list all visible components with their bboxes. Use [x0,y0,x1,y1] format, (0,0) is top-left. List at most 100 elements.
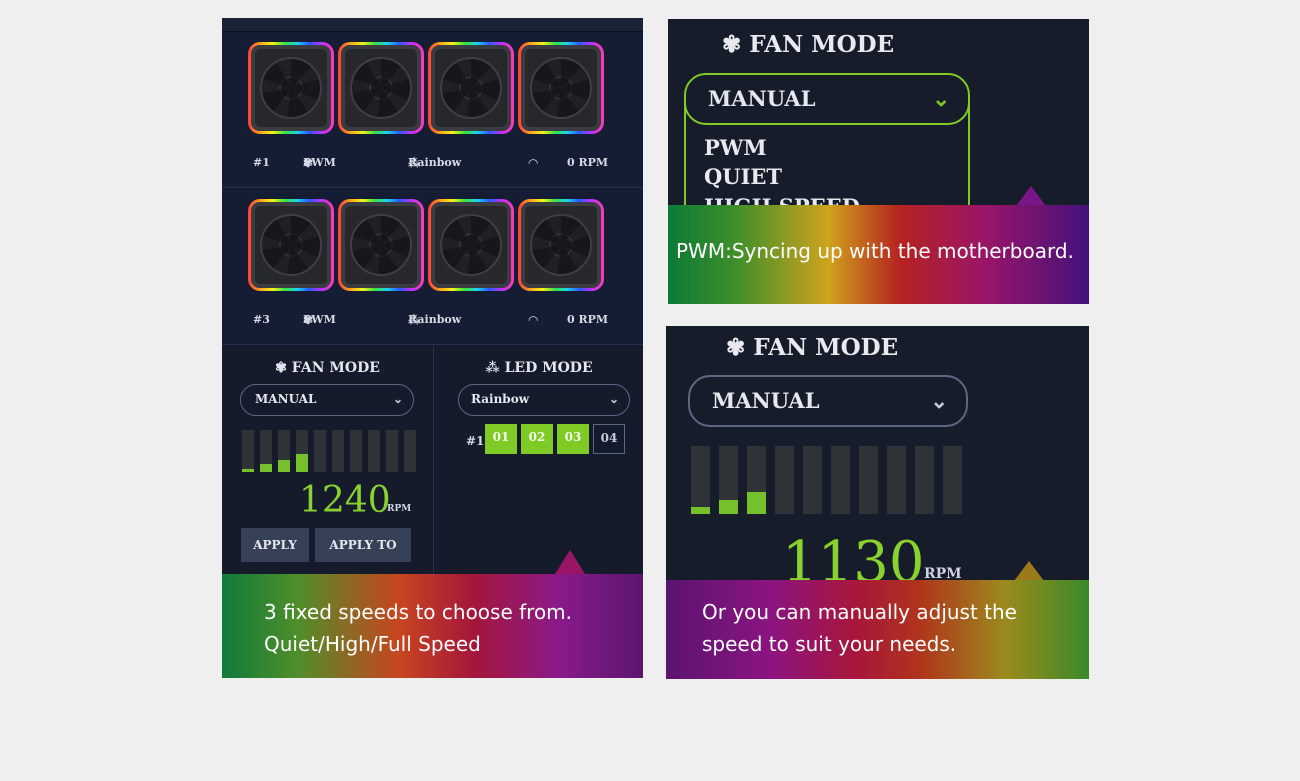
caption-line-2: Quiet/High/Full Speed [264,632,481,656]
speed-bar-fill [278,460,290,472]
speed-bar[interactable] [368,430,380,472]
caption-box: 3 fixed speeds to choose from. Quiet/Hig… [222,574,643,678]
speed-bar-fill [719,500,738,514]
panel-top-strip [222,18,643,32]
caption-line-2: speed to suit your needs. [702,632,957,656]
fan-image [248,42,334,134]
apply-to-all-button[interactable]: APPLY TO ALL [315,528,411,586]
speed-bar[interactable] [859,446,878,514]
fan-mode-title: FAN MODE [291,360,380,376]
speed-bar-slider[interactable] [242,430,416,472]
speed-bar[interactable] [831,446,850,514]
speed-bar-fill [296,454,308,472]
fan-rpm-value: 0 RPM [567,156,609,169]
chevron-down-icon: ⌄ [392,392,403,406]
led-chip-01[interactable]: 01 [485,424,517,454]
fan-mode-selected: MANUAL [708,86,816,111]
apply-button[interactable]: APPLY [241,528,309,562]
fan-control-panel: #1 ✾ PWM ⁂ Rainbow ◠ 0 RPM #3 ✾ PWM ⁂ Rainbo… [222,18,643,678]
speed-bar[interactable] [803,446,822,514]
fan-mode-value: PWM [303,313,336,326]
speed-bar-slider[interactable] [691,446,962,514]
caption-text: PWM:Syncing up with the motherboard. [676,239,1074,263]
rpm-unit: RPM [387,504,412,514]
fan-image [518,199,604,291]
fan-mode-section: ✾ FAN MODE MANUAL ⌄ 1240 RPM APPLY APPLY… [222,346,434,586]
gauge-icon: ◠ [528,156,539,170]
speed-bar-fill [747,492,766,514]
speed-bar[interactable] [719,446,738,514]
led-mode-title: LED MODE [504,360,593,376]
fan-group-1: #1 ✾ PWM ⁂ Rainbow ◠ 0 RPM [222,32,643,188]
speed-bar[interactable] [404,430,416,472]
rpm-readout: 1240 [299,480,391,521]
led-icon: ⁂ [408,313,421,327]
fan-rpm-value: 0 RPM [567,313,609,326]
rpm-unit: RPM [924,566,962,582]
fan-image [338,199,424,291]
fan-image [428,42,514,134]
caption-box: PWM:Syncing up with the motherboard. [668,205,1089,304]
speed-bar[interactable] [278,430,290,472]
fan-mode-selected: MANUAL [712,388,820,413]
caption-line-1: 3 fixed speeds to choose from. [264,600,573,624]
led-icon: ⁂ [408,156,421,170]
fan-mode-dropdown-panel: ✾ FAN MODE MANUAL ⌄ PWM QUIET HIGH SPEED… [668,19,1089,304]
fan-mode-select[interactable]: MANUAL ⌄ [688,375,968,427]
speed-bar[interactable] [691,446,710,514]
fan-icon: ✾ [722,31,750,58]
speed-bar-fill [691,507,710,514]
fan-icon: ✾ [303,156,314,170]
fan-image [338,42,424,134]
fan-icon: ✾ [275,360,292,376]
fan-image [428,199,514,291]
led-mode-selected: Rainbow [471,392,530,406]
led-chip-04[interactable]: 04 [593,424,625,454]
speed-bar[interactable] [350,430,362,472]
fan-icon: ✾ [726,334,754,361]
fan-group-info: #1 ✾ PWM ⁂ Rainbow ◠ 0 RPM [222,156,643,176]
speed-bar[interactable] [242,430,254,472]
speed-bar[interactable] [314,430,326,472]
led-mode-value: Rainbow [408,156,462,169]
speed-bar[interactable] [915,446,934,514]
caption-pointer [555,550,585,574]
fan-mode-value: PWM [303,156,336,169]
fan-image [518,42,604,134]
speed-bar[interactable] [887,446,906,514]
caption-box: Or you can manually adjust the speed to … [666,580,1089,679]
fan-image [248,199,334,291]
fan-mode-select[interactable]: MANUAL ⌄ [684,73,970,125]
chevron-down-icon: ⌄ [930,388,948,413]
speed-bar[interactable] [332,430,344,472]
caption-pointer [1016,186,1046,206]
speed-bar[interactable] [775,446,794,514]
caption-line-1: Or you can manually adjust the [702,600,1017,624]
chevron-down-icon: ⌄ [932,86,950,111]
fan-mode-title: FAN MODE [753,334,899,361]
speed-bar-fill [242,468,254,472]
led-mode-select[interactable]: Rainbow ⌄ [458,384,630,416]
fan-group-index: #1 [253,156,270,169]
dropdown-option-pwm[interactable]: PWM [704,135,767,160]
led-chip-03[interactable]: 03 [557,424,589,454]
led-group-label: #1 [466,434,485,448]
fan-icon: ✾ [303,313,314,327]
speed-bar[interactable] [747,446,766,514]
speed-bar[interactable] [296,430,308,472]
dropdown-option-quiet[interactable]: QUIET [704,164,783,189]
caption-pointer [1014,561,1044,581]
led-icon: ⁂ [485,360,505,376]
fan-mode-title: FAN MODE [749,31,895,58]
speed-bar[interactable] [386,430,398,472]
speed-bar[interactable] [260,430,272,472]
fan-group-index: #3 [253,313,270,326]
manual-speed-panel: ✾ FAN MODE MANUAL ⌄ 1130 RPM Or you can … [666,326,1089,679]
speed-bar[interactable] [943,446,962,514]
fan-mode-select[interactable]: MANUAL ⌄ [240,384,414,416]
led-mode-value: Rainbow [408,313,462,326]
gauge-icon: ◠ [528,313,539,327]
fan-group-3: #3 ✾ PWM ⁂ Rainbow ◠ 0 RPM [222,189,643,345]
speed-bar-fill [260,464,272,472]
led-chip-02[interactable]: 02 [521,424,553,454]
